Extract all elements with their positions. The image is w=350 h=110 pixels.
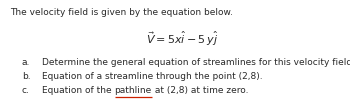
Text: at (2,8) at time zero.: at (2,8) at time zero.: [152, 86, 248, 95]
Text: c.: c.: [22, 86, 30, 95]
Text: $\vec{V} = 5x\hat{i} - 5\,y\hat{j}$: $\vec{V} = 5x\hat{i} - 5\,y\hat{j}$: [146, 30, 218, 48]
Text: a.: a.: [22, 58, 30, 67]
Text: Equation of the: Equation of the: [42, 86, 114, 95]
Text: pathline: pathline: [114, 86, 152, 95]
Text: Equation of a streamline through the point (2,8).: Equation of a streamline through the poi…: [42, 72, 262, 81]
Text: Determine the general equation of streamlines for this velocity field.: Determine the general equation of stream…: [42, 58, 350, 67]
Text: b.: b.: [22, 72, 31, 81]
Text: The velocity field is given by the equation below.: The velocity field is given by the equat…: [10, 8, 233, 17]
